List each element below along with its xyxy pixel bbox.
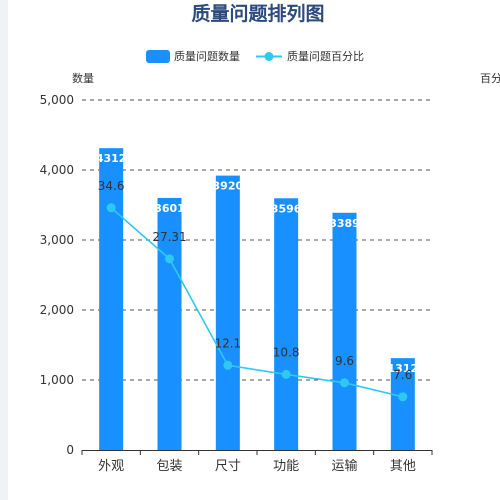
x-tick-label: 其他 (390, 459, 416, 474)
line-point (398, 392, 408, 402)
legend-line-marker (264, 52, 274, 61)
legend-bar-swatch (146, 50, 170, 63)
bar (390, 358, 415, 450)
bar-value-label: 1312 (388, 362, 419, 375)
gridlines (82, 99, 432, 381)
bar-series: 4312 3601 3920 3596 3389 1312 (96, 148, 418, 450)
x-tick-label: 外观 (98, 459, 124, 474)
line-point (223, 360, 233, 370)
y-axis-right-name: 百分比 (480, 72, 500, 85)
left-panel-edge (0, 0, 8, 500)
x-tick-label: 功能 (273, 459, 299, 474)
line-value-label: 9.6 (335, 354, 354, 368)
series-line (110, 207, 404, 398)
line-point (340, 378, 349, 388)
bar-value-label: 3601 (154, 202, 185, 215)
y-tick-label: 5,000 (40, 93, 74, 107)
y-axis-left-name: 数量 (72, 72, 94, 85)
line-value-label: 7.6 (393, 368, 412, 382)
legend-line-label: 质量问题百分比 (287, 50, 364, 63)
y-tick-label: 3,000 (40, 233, 74, 247)
bar (157, 197, 182, 450)
bar-value-label: 3389 (329, 217, 360, 230)
legend-item-bar[interactable]: 质量问题数量 (146, 50, 240, 63)
y-tick-label: 0 (66, 443, 74, 457)
legend[interactable]: 质量问题数量 质量问题百分比 (146, 50, 364, 63)
line-point (106, 203, 116, 213)
bar-value-label: 4312 (96, 152, 127, 165)
y-axis-ticks: 0 1,000 2,000 3,000 4,000 5,000 (40, 93, 74, 457)
bar (215, 175, 240, 450)
y-tick-label: 2,000 (40, 303, 74, 317)
bar (99, 148, 124, 450)
chart-title: 质量问题排列图 (191, 2, 324, 25)
x-tick-label: 尺寸 (215, 459, 241, 474)
line-value-label: 12.1 (214, 336, 241, 350)
line-value-label: 34.6 (98, 179, 125, 193)
line-point (165, 254, 174, 264)
x-tick-label: 包装 (156, 459, 182, 474)
bar-value-label: 3596 (271, 202, 302, 215)
x-tick-label: 运输 (331, 458, 357, 474)
line-point (281, 369, 291, 379)
legend-item-line[interactable]: 质量问题百分比 (256, 50, 364, 63)
bar-value-label: 3920 (213, 180, 244, 193)
x-axis: 外观 包装 尺寸 功能 运输 其他 (81, 450, 433, 474)
y-tick-label: 1,000 (40, 373, 74, 387)
line-series: 34.6 27.31 12.1 10.8 9.6 7.6 (98, 179, 412, 402)
y-tick-label: 4,000 (40, 163, 74, 177)
bar (274, 198, 299, 450)
line-value-label: 27.31 (152, 230, 186, 244)
legend-bar-label: 质量问题数量 (174, 50, 240, 63)
bar (332, 212, 357, 450)
line-value-label: 10.8 (273, 345, 300, 359)
